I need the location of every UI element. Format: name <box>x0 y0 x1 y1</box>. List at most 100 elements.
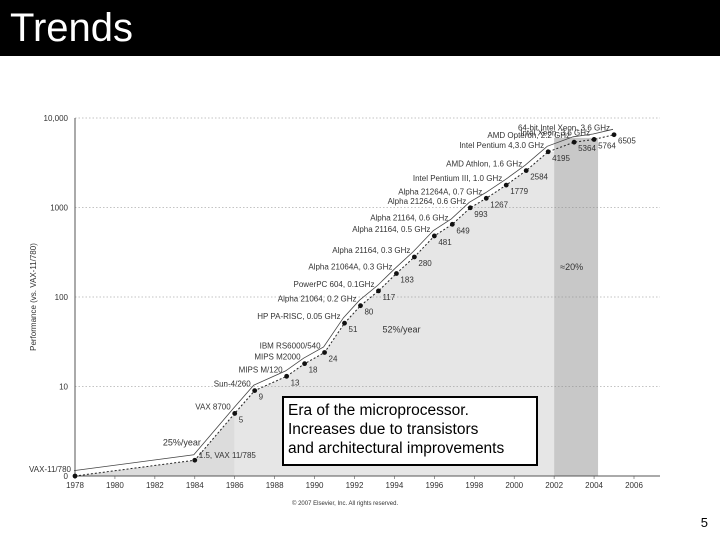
y-tick-10,000: 10,000 <box>44 114 69 123</box>
data-point <box>611 132 617 138</box>
point-value-label: 18 <box>309 366 318 375</box>
x-tick-1988: 1988 <box>266 481 284 490</box>
point-name-label: AMD Athlon, 1.6 GHz <box>446 160 522 169</box>
point-name-label: Intel Xeon, 3.6 GHz <box>520 128 590 137</box>
x-tick-2004: 2004 <box>585 481 603 490</box>
point-value-label: 1.5, VAX 11/785 <box>199 451 257 460</box>
data-point <box>72 473 78 479</box>
point-name-label: Intel Pentium III, 1.0 GHz <box>413 174 502 183</box>
region-label-2: 52%/year <box>382 325 420 335</box>
point-value-label: 24 <box>329 354 338 363</box>
data-point <box>467 205 473 211</box>
data-point <box>503 182 509 188</box>
point-name-label: MIPS M/120 <box>239 365 284 374</box>
y-axis-label: Performance (vs. VAX-11/780) <box>29 243 38 351</box>
point-value-label: 5 <box>239 415 244 424</box>
point-value-label: 4195 <box>552 154 570 163</box>
data-point <box>376 288 381 294</box>
data-point <box>252 388 258 393</box>
data-point <box>192 457 198 463</box>
point-value-label: 80 <box>364 308 373 317</box>
data-point <box>284 373 290 379</box>
x-tick-1982: 1982 <box>146 481 164 490</box>
data-point <box>411 254 417 260</box>
data-point <box>523 168 529 173</box>
point-value-label: 280 <box>418 259 432 268</box>
region-label-3: ≈20% <box>560 262 583 272</box>
grid <box>75 117 660 387</box>
point-name-label: Intel Pentium 4,3.0 GHz <box>459 141 544 150</box>
callout-line-3: and architectural improvements <box>288 440 505 457</box>
axes <box>74 118 660 477</box>
x-tick-2002: 2002 <box>545 481 563 490</box>
point-name-label: PowerPC 604, 0.1GHz <box>294 280 375 289</box>
x-tick-1998: 1998 <box>465 481 483 490</box>
point-value-label: 183 <box>400 276 414 285</box>
point-name-label: Sun-4/260 <box>214 380 251 389</box>
region-labels: 25%/year 52%/year ≈20% <box>163 262 583 447</box>
x-tick-1978: 1978 <box>66 481 84 490</box>
measured-line <box>73 128 614 471</box>
data-point <box>591 137 597 142</box>
data-point <box>342 320 347 326</box>
point-value-label: 6505 <box>618 137 636 146</box>
point-labels: VAX-11/780 1.5, VAX 11/785 VAX 8700 5 Sun-4/… <box>29 124 636 474</box>
x-tick-1992: 1992 <box>346 481 364 490</box>
point-name-label: IBM RS6000/540 <box>260 341 321 350</box>
point-name-label: Alpha 21164, 0.3 GHz <box>332 246 410 255</box>
page-number: 5 <box>700 515 708 530</box>
point-value-label: 2584 <box>530 173 548 182</box>
data-point <box>394 271 399 276</box>
title-bar: Trends <box>0 0 720 56</box>
point-name-label: Alpha 21264, 0.6 GHz <box>388 197 467 206</box>
data-point <box>358 303 363 309</box>
copyright-note: © 2007 Elsevier, Inc. All rights reserve… <box>292 500 398 507</box>
point-name-label: 64-bit Intel Xeon, 3.6 GHz <box>518 124 610 133</box>
x-tick-1986: 1986 <box>226 481 244 490</box>
point-value-label: 5764 <box>598 141 616 150</box>
data-points <box>72 132 617 479</box>
callout-line-1: Era of the microprocessor. <box>288 402 469 419</box>
x-tick-1984: 1984 <box>186 481 204 490</box>
y-tick-10: 10 <box>59 383 68 392</box>
point-value-label: 481 <box>438 238 452 247</box>
trend-line <box>74 134 615 477</box>
data-point <box>483 195 489 201</box>
point-name-label: Alpha 21064, 0.2 GHz <box>278 295 357 304</box>
point-name-label: Alpha 21164, 0.5 GHz <box>352 225 430 234</box>
slide-title: Trends <box>10 6 134 50</box>
data-point <box>571 139 577 145</box>
point-value-label: 117 <box>382 293 395 302</box>
callout-line-2: Increases due to transistors <box>288 421 479 438</box>
region-2 <box>234 151 555 476</box>
callout-box: Era of the microprocessor. Increases due… <box>282 396 538 466</box>
point-name-label: AMD Opteron, 2.2 GHz <box>487 131 570 140</box>
point-value-label: 13 <box>291 378 300 387</box>
x-tick-1996: 1996 <box>425 481 443 490</box>
data-point <box>449 221 455 227</box>
x-tick-2006: 2006 <box>625 481 643 490</box>
x-tick-1994: 1994 <box>386 481 404 490</box>
data-point <box>545 149 551 155</box>
y-tick-1000: 1000 <box>50 204 68 213</box>
y-tick-100: 100 <box>55 293 69 302</box>
point-value-label: 1267 <box>490 200 508 209</box>
region-label-1: 25%/year <box>163 437 201 447</box>
point-value-label: 1779 <box>510 187 528 196</box>
point-name-label: Alpha 21164, 0.6 GHz <box>370 213 448 222</box>
point-value-label: 5364 <box>578 144 596 153</box>
point-name-label: Alpha 21264A, 0.7 GHz <box>398 187 482 196</box>
y-tick-0: 0 <box>64 472 69 481</box>
region-3 <box>554 137 599 476</box>
point-value-label: 993 <box>474 210 488 219</box>
point-value-label: 649 <box>456 226 470 235</box>
region-1 <box>75 413 235 476</box>
point-name-label: HP PA-RISC, 0.05 GHz <box>257 312 340 321</box>
point-value-label: 9 <box>259 393 264 402</box>
data-point <box>431 233 437 239</box>
tick-labels: 0 10 100 1000 10,000 1978 1980 1982 1984 1986 1988… <box>44 114 644 490</box>
x-tick-1990: 1990 <box>306 481 324 490</box>
data-point <box>322 350 327 355</box>
point-name-label: MIPS M2000 <box>254 353 301 362</box>
x-tick-2000: 2000 <box>505 481 523 490</box>
